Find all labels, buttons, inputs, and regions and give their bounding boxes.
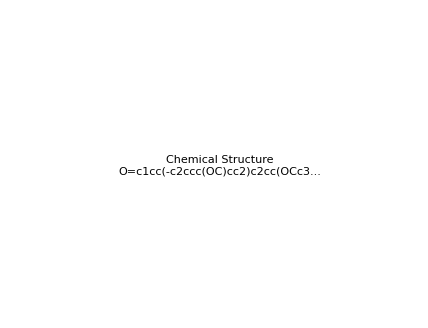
Text: Chemical Structure
O=c1cc(-c2ccc(OC)cc2)c2cc(OCc3...: Chemical Structure O=c1cc(-c2ccc(OC)cc2)…: [118, 155, 321, 176]
